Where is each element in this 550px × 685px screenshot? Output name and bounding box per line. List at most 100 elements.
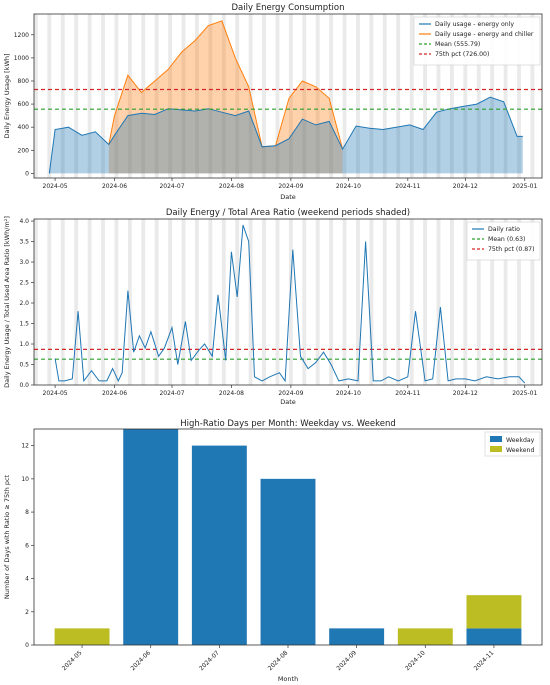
chart1-x-axis-label: Date: [280, 193, 296, 201]
weekend-band: [530, 14, 535, 178]
x-tick-label: 2024-07: [198, 649, 221, 672]
chart1-plot-frame: [33, 13, 543, 179]
bar-weekday: [466, 628, 522, 645]
energy-consumption-chart: Daily Energy Consumption 2024-05 2024-06 2…: [3, 3, 543, 201]
weekend-band: [329, 219, 334, 385]
weekend-band: [60, 219, 65, 385]
weekend-band: [141, 219, 146, 385]
bar-weekday: [329, 628, 385, 645]
x-tick-label: 2024-08: [267, 649, 290, 672]
weekend-band: [503, 14, 508, 178]
weekend-band: [436, 14, 441, 178]
weekend-band: [409, 14, 414, 178]
y-tick-label: 4: [25, 576, 29, 583]
chart3-legend-weekend: Weekend: [506, 447, 534, 454]
weekend-band: [302, 14, 307, 178]
weekend-band: [463, 14, 468, 178]
x-tick-label: 2024-06: [129, 649, 152, 672]
y-tick-label: 2.0: [19, 300, 29, 307]
weekend-band: [396, 14, 401, 178]
weekend-band: [423, 219, 427, 385]
y-tick-label: 0: [25, 642, 29, 649]
y-tick-label: 4.0: [19, 218, 29, 225]
weekend-band: [369, 14, 374, 178]
weekend-band: [530, 219, 535, 385]
weekend-band: [127, 14, 132, 178]
y-tick-label: 6: [25, 542, 29, 549]
weekend-band: [195, 219, 199, 385]
chart2-legend: Daily ratio Mean (0.63) 75th pct (0.87): [466, 221, 541, 261]
weekend-band: [60, 14, 65, 178]
y-tick-label: 1200: [14, 32, 29, 39]
high-ratio-days-chart: High-Ratio Days per Month: Weekday vs. W…: [3, 419, 543, 683]
weekend-band: [329, 14, 334, 178]
weekend-band: [356, 219, 360, 385]
weekend-band: [463, 219, 468, 385]
chart1-legend-75pct: 75th pct (726.00): [435, 51, 489, 58]
chart2-legend-75pct: 75th pct (0.87): [488, 246, 535, 253]
weekend-band: [369, 219, 374, 385]
weekend-band: [409, 219, 414, 385]
x-tick-label: 2024-12: [453, 390, 478, 397]
x-tick-label: 2024-05: [61, 649, 84, 672]
chart2-legend-daily-ratio: Daily ratio: [488, 226, 520, 233]
x-tick-label: 2024-10: [336, 390, 361, 397]
chart3-legend-weekday: Weekday: [506, 437, 535, 444]
x-tick-label: 2024-09: [278, 390, 303, 397]
x-tick-label: 2024-07: [159, 390, 184, 397]
series-line: [108, 20, 344, 150]
weekend-band: [168, 219, 173, 385]
weekend-band: [208, 219, 213, 385]
x-tick-label: 2024-08: [219, 390, 244, 397]
weekend-band: [87, 14, 92, 178]
weekend-band: [436, 219, 441, 385]
weekend-band: [47, 219, 52, 385]
chart3-title: High-Ratio Days per Month: Weekday vs. W…: [180, 419, 396, 429]
chart3-y-axis-label: Number of Days with Ratio ≥ 75th pct: [3, 474, 11, 599]
weekend-band: [275, 219, 280, 385]
weekend-band: [114, 14, 119, 178]
weekend-band: [168, 14, 173, 178]
y-tick-label: 12: [21, 443, 29, 450]
y-tick-label: 0: [25, 170, 29, 177]
weekend-band: [235, 219, 240, 385]
weekend-band: [262, 219, 266, 385]
weekend-band: [34, 14, 38, 178]
x-tick-label: 2024-05: [43, 390, 68, 397]
y-tick-label: 800: [18, 78, 30, 85]
weekend-band: [181, 219, 186, 385]
weekend-band: [382, 14, 387, 178]
weekend-band: [449, 14, 454, 178]
chart2-y-axis-label: Daily Energy Usage / Total Used Area Rat…: [3, 216, 11, 388]
weekend-band: [302, 219, 307, 385]
weekend-band: [154, 14, 159, 178]
weekend-band: [221, 14, 226, 178]
weekend-band: [208, 14, 213, 178]
weekend-band: [262, 14, 266, 178]
weekend-band: [87, 219, 92, 385]
weekend-band: [275, 14, 280, 178]
weekend-band: [503, 219, 508, 385]
y-tick-label: 1.5: [19, 321, 29, 328]
weekend-band: [195, 14, 199, 178]
y-tick-label: 200: [18, 147, 30, 154]
weekend-band: [101, 219, 105, 385]
chart1-legend-energy-chiller: Daily usage - energy and chiller: [435, 31, 534, 38]
x-tick-label: 2024-09: [335, 649, 358, 672]
x-tick-label: 2024-11: [395, 183, 420, 190]
x-tick-label: 2024-10: [336, 183, 361, 190]
bar-weekday: [260, 478, 316, 645]
bar-weekday: [123, 429, 179, 645]
chart1-legend-mean: Mean (555.79): [435, 41, 480, 48]
x-tick-label: 2024-05: [43, 183, 68, 190]
weekend-band: [490, 14, 495, 178]
energy-ratio-chart: Daily Energy / Total Area Ratio (weekend…: [3, 208, 543, 406]
weekend-band: [315, 219, 320, 385]
weekend-band: [141, 14, 146, 178]
weekend-band: [490, 219, 495, 385]
bar-weekend: [466, 595, 522, 629]
weekend-band: [221, 219, 226, 385]
chart3-legend: Weekday Weekend: [484, 431, 541, 457]
x-tick-label: 2024-12: [453, 183, 478, 190]
weekend-band: [517, 219, 521, 385]
